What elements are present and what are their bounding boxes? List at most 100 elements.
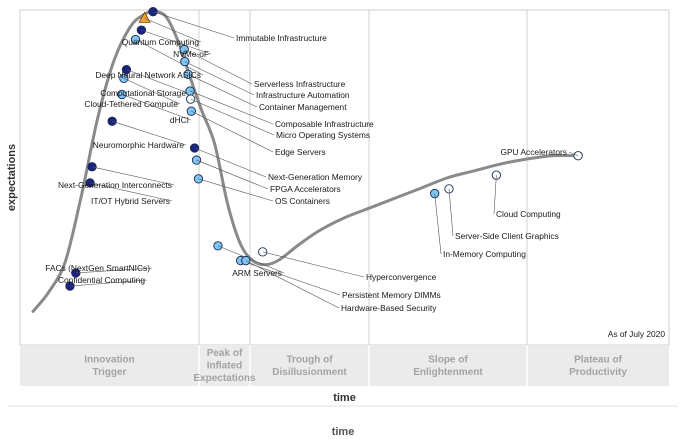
tech-point-label: IT/OT Hybrid Servers bbox=[91, 196, 170, 206]
tech-point bbox=[138, 11, 202, 43]
tech-point-leader bbox=[141, 29, 212, 55]
phase-label-0-0: Innovation bbox=[84, 354, 135, 365]
tech-point bbox=[148, 7, 235, 39]
tech-point-leader bbox=[189, 90, 274, 125]
chart-text-layer: Innovation Trigger Peak of InflatedExpectat… bbox=[6, 33, 665, 404]
tech-point bbox=[121, 64, 189, 94]
tech-point bbox=[87, 162, 175, 186]
tech-point-leader bbox=[121, 94, 192, 121]
tech-point-label: Hyperconvergence bbox=[366, 272, 437, 282]
tech-point-label: Neuromorphic Hardware bbox=[93, 140, 185, 150]
tech-point bbox=[191, 155, 269, 190]
phase-label-1-2: Expectations bbox=[193, 373, 256, 384]
tech-point bbox=[241, 255, 340, 309]
tech-point bbox=[65, 279, 148, 291]
tech-point-leader bbox=[135, 39, 204, 76]
tech-point-leader bbox=[123, 78, 181, 105]
tech-point-label: NVMe-oF bbox=[173, 49, 209, 59]
tech-point-label: Next-Generation Memory bbox=[268, 172, 363, 182]
tech-point-leader bbox=[152, 11, 235, 39]
phase-label-2-1: Disillusionment bbox=[272, 367, 347, 378]
tech-point-label: Edge Servers bbox=[275, 147, 326, 157]
tech-point-leader bbox=[187, 74, 258, 108]
tech-point-label: FPGA Accelerators bbox=[270, 184, 341, 194]
hype-curve-layer bbox=[31, 10, 580, 313]
tech-point-leader bbox=[198, 178, 274, 202]
technology-points-layer bbox=[65, 7, 583, 309]
tech-point bbox=[258, 247, 365, 278]
tech-point bbox=[185, 86, 274, 125]
tech-point-leader bbox=[126, 69, 189, 94]
tech-point bbox=[179, 44, 253, 85]
tech-point bbox=[85, 178, 173, 202]
phase-label-1-0: Peak of bbox=[207, 348, 243, 359]
phase-label-0-1: Trigger bbox=[93, 367, 127, 378]
tech-point-leader bbox=[217, 245, 285, 274]
tech-point-label: OS Containers bbox=[275, 196, 330, 206]
tech-point bbox=[107, 116, 187, 146]
tech-point bbox=[71, 267, 153, 278]
tech-point-leader bbox=[568, 151, 579, 157]
tech-point-label: dHCI bbox=[170, 115, 189, 125]
phase-label-3-0: Slope of bbox=[428, 354, 468, 365]
tech-point-leader bbox=[184, 61, 255, 96]
phase-label-4-1: Productivity bbox=[569, 367, 627, 378]
tech-point-label: Persistent Memory DIMMs bbox=[342, 290, 441, 300]
tech-point-label: Immutable Infrastructure bbox=[236, 33, 327, 43]
tech-point bbox=[568, 151, 583, 161]
tech-point-label: Cloud-Tethered Compute bbox=[84, 99, 178, 109]
tech-point-label: ARM Servers bbox=[232, 268, 282, 278]
tech-point-label: Composable Infrastructure bbox=[275, 119, 374, 129]
tech-point-label: Server-Side Client Graphics bbox=[455, 231, 559, 241]
tech-point-label: FACs (NextGen SmartNICs) bbox=[45, 263, 150, 273]
as-of-note: As of July 2020 bbox=[608, 329, 666, 339]
tech-point-leader bbox=[194, 147, 267, 178]
tech-point-label: In-Memory Computing bbox=[443, 249, 526, 259]
footer-time-title: time bbox=[331, 426, 355, 438]
phase-label-1-1: Inflated bbox=[207, 361, 243, 372]
tech-point bbox=[117, 89, 192, 121]
phase-band bbox=[20, 345, 669, 386]
tech-point-leader bbox=[184, 49, 253, 85]
tech-point-leader bbox=[75, 267, 153, 274]
y-axis-title: expectations bbox=[6, 144, 18, 211]
tech-point bbox=[183, 69, 258, 108]
tech-point bbox=[119, 73, 181, 105]
phase-label-4-0: Plateau of bbox=[574, 354, 622, 365]
tech-point bbox=[444, 184, 454, 237]
x-axis-title: time bbox=[333, 392, 356, 404]
tech-point-leader bbox=[69, 279, 148, 287]
tech-point bbox=[491, 170, 502, 215]
tech-point bbox=[189, 143, 267, 178]
tech-point-leader bbox=[90, 182, 173, 202]
tech-point-label: Hardware-Based Security bbox=[341, 303, 437, 313]
chart-frame bbox=[8, 9, 678, 407]
tech-point bbox=[213, 241, 285, 274]
tech-point-label: Computational Storage bbox=[100, 88, 186, 98]
tech-point-label: Quantum Computing bbox=[122, 37, 200, 47]
tech-point-label: Next-Generation Interconnects bbox=[58, 180, 172, 190]
tech-point-label: Serverless Infrastructure bbox=[254, 79, 346, 89]
tech-point-label: GPU Accelerators bbox=[500, 147, 567, 157]
tech-point-leader bbox=[245, 260, 340, 309]
tech-point bbox=[130, 34, 204, 76]
tech-point bbox=[186, 106, 274, 153]
tech-point bbox=[180, 56, 255, 96]
tech-point-label: Cloud Computing bbox=[496, 209, 561, 219]
tech-point-label: Confidential Computing bbox=[58, 275, 145, 285]
hype-curve-line bbox=[31, 10, 580, 313]
tech-point-label: Container Management bbox=[259, 102, 347, 112]
tech-point bbox=[193, 174, 274, 202]
tech-point bbox=[136, 25, 212, 55]
tech-point-label: Micro Operating Systems bbox=[276, 130, 370, 140]
tech-point bbox=[430, 188, 442, 255]
tech-point-label: Deep Neural Network ASICs bbox=[95, 70, 201, 80]
tech-point-leader bbox=[196, 159, 269, 190]
tech-point-marker bbox=[241, 255, 251, 266]
phase-label-2-0: Trough of bbox=[286, 354, 333, 365]
tech-point-leader bbox=[144, 18, 202, 43]
tech-point-leader bbox=[448, 188, 454, 237]
phase-label-3-1: Enlightenment bbox=[413, 367, 483, 378]
tech-point-leader bbox=[91, 166, 175, 186]
